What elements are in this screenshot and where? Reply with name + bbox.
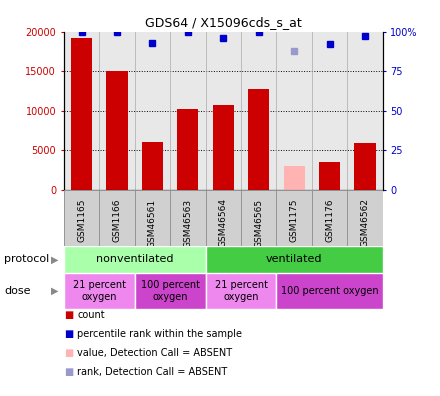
Text: ventilated: ventilated bbox=[266, 254, 323, 265]
Bar bbox=[283, 166, 305, 190]
Text: 100 percent
oxygen: 100 percent oxygen bbox=[141, 280, 200, 302]
Bar bbox=[355, 143, 376, 190]
Text: 21 percent
oxygen: 21 percent oxygen bbox=[215, 280, 268, 302]
Text: GSM1165: GSM1165 bbox=[77, 198, 86, 242]
Bar bbox=[135, 190, 170, 246]
Text: GSM46561: GSM46561 bbox=[148, 198, 157, 248]
Text: ■: ■ bbox=[64, 310, 73, 320]
Text: count: count bbox=[77, 310, 105, 320]
Text: GSM46564: GSM46564 bbox=[219, 198, 228, 248]
Bar bbox=[312, 190, 347, 246]
Bar bbox=[205, 273, 276, 309]
Bar bbox=[177, 109, 198, 190]
Bar bbox=[142, 142, 163, 190]
Bar bbox=[64, 190, 99, 246]
Text: protocol: protocol bbox=[4, 254, 50, 265]
Bar bbox=[276, 273, 383, 309]
Text: 100 percent oxygen: 100 percent oxygen bbox=[281, 286, 378, 296]
Bar bbox=[64, 246, 205, 273]
Text: ■: ■ bbox=[64, 348, 73, 358]
Bar bbox=[205, 246, 383, 273]
Text: GSM1166: GSM1166 bbox=[113, 198, 121, 242]
Bar bbox=[276, 190, 312, 246]
Text: GSM1175: GSM1175 bbox=[290, 198, 299, 242]
Text: percentile rank within the sample: percentile rank within the sample bbox=[77, 329, 242, 339]
Bar bbox=[135, 273, 205, 309]
Bar bbox=[64, 273, 135, 309]
Text: GSM46565: GSM46565 bbox=[254, 198, 263, 248]
Bar bbox=[213, 105, 234, 190]
Text: nonventilated: nonventilated bbox=[96, 254, 173, 265]
Bar bbox=[106, 71, 128, 190]
Text: GSM1176: GSM1176 bbox=[325, 198, 334, 242]
Text: ▶: ▶ bbox=[51, 254, 59, 265]
Bar bbox=[241, 190, 276, 246]
Bar bbox=[71, 38, 92, 190]
Text: ■: ■ bbox=[64, 329, 73, 339]
Bar bbox=[347, 190, 383, 246]
Text: ▶: ▶ bbox=[51, 286, 59, 296]
Text: 21 percent
oxygen: 21 percent oxygen bbox=[73, 280, 126, 302]
Text: GSM46563: GSM46563 bbox=[183, 198, 192, 248]
Title: GDS64 / X15096cds_s_at: GDS64 / X15096cds_s_at bbox=[145, 16, 302, 29]
Bar bbox=[205, 190, 241, 246]
Bar bbox=[319, 162, 340, 190]
Bar bbox=[248, 89, 269, 190]
Text: ■: ■ bbox=[64, 367, 73, 377]
Text: rank, Detection Call = ABSENT: rank, Detection Call = ABSENT bbox=[77, 367, 227, 377]
Text: GSM46562: GSM46562 bbox=[360, 198, 370, 248]
Text: value, Detection Call = ABSENT: value, Detection Call = ABSENT bbox=[77, 348, 232, 358]
Bar bbox=[170, 190, 205, 246]
Bar bbox=[99, 190, 135, 246]
Text: dose: dose bbox=[4, 286, 31, 296]
